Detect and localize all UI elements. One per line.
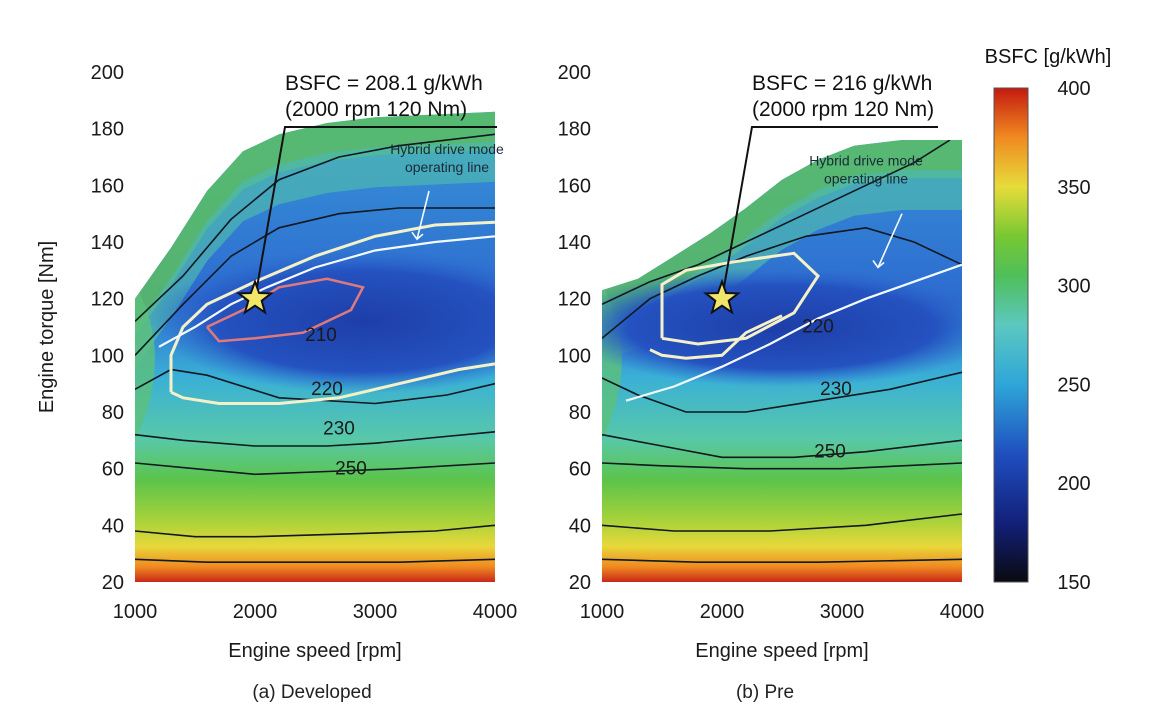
- low-speed-band: [135, 284, 155, 441]
- bsfc-annotation-line2: (2000 rpm 120 Nm): [752, 98, 934, 121]
- y-tick-label: 200: [91, 62, 124, 84]
- x-tick-label: 3000: [353, 601, 398, 623]
- panel-caption: (b) Pre: [736, 682, 794, 703]
- contour-line: [602, 433, 962, 459]
- hybrid-label-arrow: [416, 190, 430, 240]
- hybrid-label-line2: operating line: [405, 159, 489, 175]
- y-tick-label: 80: [569, 402, 591, 424]
- watermark-text: 头条 @GeekCar极客汽车: [872, 677, 1132, 703]
- operating-line: [625, 263, 963, 402]
- contour-line: [602, 140, 951, 306]
- contour-line: [135, 431, 495, 447]
- x-tick-label: 3000: [820, 601, 865, 623]
- optimal-point-star: [703, 278, 741, 315]
- x-tick-label: 1000: [580, 601, 625, 623]
- y-tick-label: 180: [91, 119, 124, 141]
- efficiency-core: [602, 267, 962, 387]
- contour-line: [135, 524, 495, 538]
- hybrid-label-line1: Hybrid drive mode: [809, 153, 923, 169]
- y-tick-label: 100: [91, 345, 124, 367]
- contour-line: [602, 462, 962, 470]
- y-tick-label: 100: [558, 345, 591, 367]
- y-tick-label: 80: [102, 402, 124, 424]
- bsfc-annotation-line1: BSFC = 216 g/kWh: [752, 72, 932, 95]
- iso-220-loop: [660, 251, 820, 346]
- bsfc-map-fill: [135, 111, 495, 582]
- y-tick-label: 120: [91, 289, 124, 311]
- colorbar-tick-label: 150: [1057, 572, 1090, 594]
- iso-220-line: [649, 314, 783, 360]
- contour-line: [135, 207, 495, 356]
- panel-caption: (a) Developed: [252, 682, 371, 703]
- contour-line: [135, 558, 495, 563]
- contour-lines: [602, 140, 962, 563]
- contour-label: 210: [305, 325, 337, 346]
- colorbar-tick-label: 200: [1057, 473, 1090, 495]
- contour-line: [135, 462, 495, 476]
- contour-line: [602, 558, 962, 563]
- hybrid-arrow-head: [411, 231, 424, 241]
- bsfc-annotation-line2: (2000 rpm 120 Nm): [285, 98, 467, 121]
- colorbar-tick-label: 400: [1057, 78, 1090, 100]
- colorbar-title: BSFC [g/kWh]: [985, 46, 1112, 68]
- y-tick-label: 120: [558, 289, 591, 311]
- contour-line: [602, 371, 962, 413]
- y-tick-label: 180: [558, 119, 591, 141]
- contour-label: 230: [820, 379, 852, 400]
- hybrid-arrow-head: [872, 260, 885, 269]
- bsfc-annotation-line1: BSFC = 208.1 g/kWh: [285, 72, 483, 95]
- x-tick-label: 1000: [113, 601, 158, 623]
- y-tick-label: 160: [558, 175, 591, 197]
- contour-label: 230: [323, 419, 355, 440]
- y-tick-label: 140: [558, 232, 591, 254]
- y-tick-label: 20: [569, 572, 591, 594]
- colorbar-tick-label: 300: [1057, 276, 1090, 298]
- colorbar-gradient: [993, 87, 1029, 583]
- x-tick-label: 4000: [473, 601, 518, 623]
- contour-label: 220: [802, 317, 834, 338]
- contour-line: [602, 513, 962, 532]
- annotation-leader-line: [721, 126, 938, 299]
- contour-label: 250: [814, 441, 846, 462]
- y-tick-label: 200: [558, 62, 591, 84]
- y-tick-label: 40: [569, 515, 591, 537]
- panel-a: 210 220 230 250 200 180 160 140 120 100 80 60 40 20 10…: [36, 62, 518, 703]
- x-tick-label: 4000: [940, 601, 985, 623]
- contour-line: [602, 226, 962, 339]
- iso-220-line: [170, 362, 495, 405]
- x-axis-label: Engine speed [rpm]: [695, 640, 868, 662]
- contour-label: 250: [335, 458, 367, 479]
- colorbar: BSFC [g/kWh] 400 350 300 250 200 150: [985, 46, 1112, 594]
- y-tick-label: 60: [569, 459, 591, 481]
- y-tick-label: 40: [102, 515, 124, 537]
- hybrid-label-arrow: [877, 213, 903, 268]
- x-axis-label: Engine speed [rpm]: [228, 640, 401, 662]
- y-tick-label: 160: [91, 175, 124, 197]
- hybrid-label-line1: Hybrid drive mode: [390, 141, 504, 157]
- high-load-cyan-band: [135, 141, 495, 369]
- y-axis-label: Engine torque [Nm]: [36, 241, 58, 413]
- optimal-point-star: [236, 278, 274, 315]
- annotation-leader-line: [254, 126, 497, 299]
- panel-b: 220 230 250 200 180 160 140 120 100 80 60 40 20 1000 2…: [558, 62, 985, 703]
- y-tick-label: 20: [102, 572, 124, 594]
- hybrid-label-line2: operating line: [824, 171, 908, 187]
- contour-line: [135, 133, 495, 322]
- x-tick-label: 2000: [233, 601, 278, 623]
- bsfc-map-fill: [602, 140, 962, 582]
- colorbar-tick-label: 350: [1057, 177, 1090, 199]
- x-tick-label: 2000: [700, 601, 745, 623]
- y-tick-label: 140: [91, 232, 124, 254]
- operating-line: [158, 235, 496, 348]
- y-tick-label: 60: [102, 459, 124, 481]
- contour-label: 220: [311, 379, 343, 400]
- colorbar-tick-label: 250: [1057, 374, 1090, 396]
